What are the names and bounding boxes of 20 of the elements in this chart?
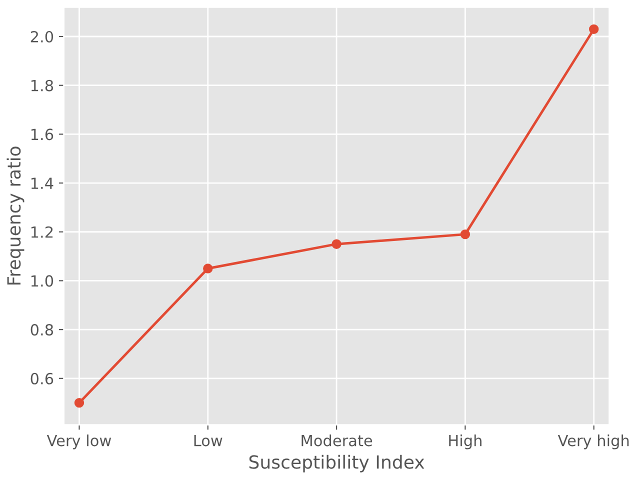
y-tick-label: 2.0	[30, 30, 54, 43]
x-tick-label: Low	[194, 434, 222, 446]
y-tick-label: 0.8	[30, 324, 54, 336]
point	[588, 24, 599, 34]
point	[460, 229, 470, 240]
y-tick-label: 0.6	[30, 372, 54, 384]
y-axis-title: Frequency ratio	[6, 146, 24, 285]
y-tick-label: 1.2	[31, 226, 53, 238]
x-tick-label: Very low	[46, 434, 112, 450]
x-tick-label: Moderate	[302, 434, 372, 446]
y-tick-label: 1.0	[31, 275, 54, 287]
point	[74, 398, 84, 408]
x-axis-title: Susceptibility Index	[249, 454, 424, 472]
point	[203, 264, 213, 274]
x-tick-label: High	[449, 434, 482, 450]
x-tick-label: Very high	[558, 434, 629, 450]
y-tick-label: 1.6	[31, 128, 54, 140]
y-tick-label: 1.8	[31, 80, 54, 92]
y-tick-label: 1.4	[31, 178, 54, 189]
point	[332, 239, 342, 249]
